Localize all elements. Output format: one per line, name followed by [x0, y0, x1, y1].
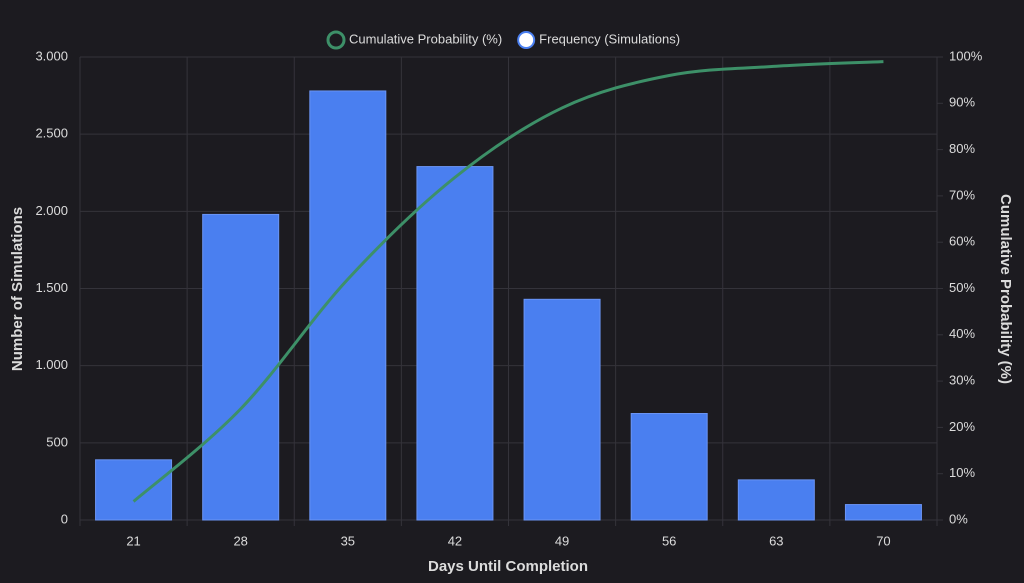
bar	[737, 479, 815, 521]
x-tick-label: 35	[341, 533, 355, 548]
y2-tick-label: 70%	[949, 187, 975, 202]
x-tick-label: 63	[769, 533, 783, 548]
y-tick-label: 3.000	[35, 48, 68, 63]
y2-tick-label: 90%	[949, 95, 975, 110]
y2-tick-label: 80%	[949, 141, 975, 156]
y-tick-label: 1.500	[35, 280, 68, 295]
legend-label: Cumulative Probability (%)	[349, 31, 502, 46]
y-tick-label: 0	[61, 511, 68, 526]
x-tick-label: 42	[448, 533, 462, 548]
y-axis-title: Number of Simulations	[9, 207, 26, 371]
y2-tick-label: 40%	[949, 326, 975, 341]
bar	[416, 166, 494, 521]
y2-tick-label: 100%	[949, 48, 983, 63]
y2-tick-label: 30%	[949, 373, 975, 388]
y2-tick-label: 50%	[949, 280, 975, 295]
bar	[523, 298, 601, 521]
legend-marker	[326, 30, 346, 50]
x-tick-label: 49	[555, 533, 569, 548]
y2-tick-label: 10%	[949, 465, 975, 480]
x-tick-label: 56	[662, 533, 676, 548]
y-tick-label: 1.000	[35, 357, 68, 372]
bar	[844, 504, 922, 521]
x-tick-label: 28	[233, 533, 247, 548]
legend-label: Frequency (Simulations)	[539, 31, 680, 46]
line	[132, 60, 884, 503]
y2-tick-label: 0%	[949, 511, 968, 526]
x-axis-title: Days Until Completion	[428, 558, 588, 575]
y2-tick-label: 60%	[949, 234, 975, 249]
y-tick-label: 2.500	[35, 126, 68, 141]
y2-axis-title: Cumulative Probability (%)	[997, 194, 1014, 384]
bar	[95, 459, 173, 521]
y-tick-label: 2.000	[35, 203, 68, 218]
y2-tick-label: 20%	[949, 419, 975, 434]
y-tick-label: 500	[46, 434, 68, 449]
x-tick-label: 21	[126, 533, 140, 548]
bar	[202, 213, 280, 521]
legend-marker	[517, 31, 536, 49]
bar	[630, 413, 708, 521]
x-tick-label: 70	[876, 533, 890, 548]
bar	[309, 90, 387, 521]
